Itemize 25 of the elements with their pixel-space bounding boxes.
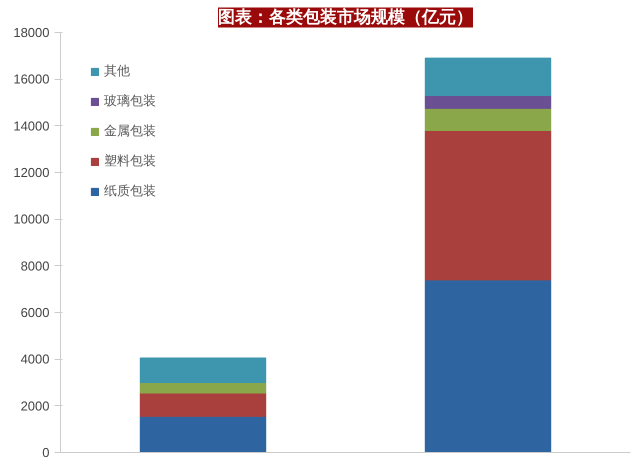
y-tick-label: 12000 — [13, 165, 50, 180]
y-tick-label: 16000 — [13, 72, 50, 87]
bar — [140, 382, 266, 394]
y-tick-label: 6000 — [20, 305, 50, 320]
y-tick-label: 2000 — [20, 398, 50, 414]
bar — [424, 130, 552, 280]
bar — [424, 108, 552, 131]
y-tick-label: 4000 — [20, 352, 50, 367]
legend-label: 金属包装 — [104, 123, 156, 140]
y-tick-label: 10000 — [13, 212, 50, 227]
legend-label: 玻璃包装 — [104, 93, 156, 110]
bar — [140, 392, 266, 417]
y-tick-label: 14000 — [13, 118, 50, 134]
y-tick-label: 8000 — [20, 258, 50, 274]
bar — [424, 279, 552, 452]
y-tick-label: 18000 — [13, 25, 50, 40]
y-tick-label: 0 — [42, 445, 50, 460]
chart-title: 图表：各类包装市场规模（亿元） — [218, 8, 473, 28]
bar — [424, 58, 552, 96]
legend-label: 其他 — [104, 63, 130, 80]
bar — [424, 95, 552, 109]
legend-label: 塑料包装 — [104, 153, 156, 170]
legend-label: 纸质包装 — [104, 183, 156, 200]
bar — [140, 358, 266, 383]
bar — [140, 416, 266, 452]
